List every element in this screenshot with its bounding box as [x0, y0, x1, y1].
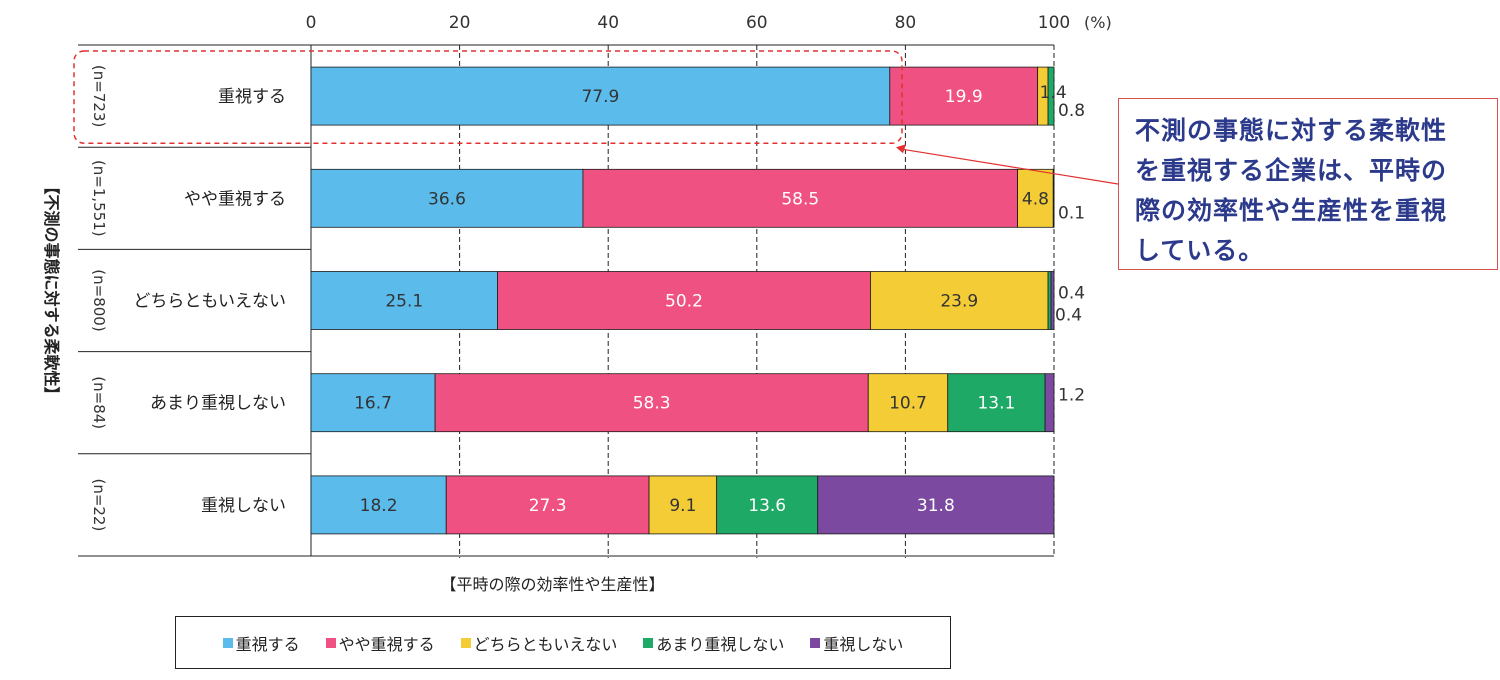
- callout-connector: [901, 148, 1119, 185]
- data-label: 27.3: [529, 496, 567, 516]
- legend-swatch: [810, 637, 821, 648]
- callout-line: 際の効率性や生産性を重視: [1135, 196, 1448, 225]
- bar-segment: [1052, 168, 1055, 228]
- x-tick-label: 60: [746, 13, 768, 33]
- data-label: 0.1: [1058, 203, 1085, 223]
- bar-segment: [310, 373, 436, 433]
- bar-segment: [445, 475, 650, 535]
- bar-segment: [1050, 271, 1055, 330]
- chart-legend: 重視する やや重視する どちらともいえない あまり重視しない 重視しない: [175, 616, 951, 669]
- bar-segment: [310, 475, 447, 535]
- sample-size-label: (n=800): [90, 269, 108, 331]
- bar-segment: [497, 271, 871, 330]
- highlight-box: [73, 50, 903, 144]
- data-label: 19.9: [945, 87, 983, 107]
- legend-label: 重視しない: [823, 634, 904, 654]
- data-label: 0.4: [1058, 284, 1085, 304]
- x-axis-title: 【平時の際の効率性や生産性】: [440, 575, 664, 594]
- callout-box: 不測の事態に対する柔軟性 を重視する企業は、平時の 際の効率性や生産性を重視 し…: [1118, 98, 1498, 270]
- category-label: やや重視する: [184, 189, 286, 209]
- bar-segment: [716, 475, 819, 535]
- legend-label: 重視する: [235, 634, 300, 654]
- bar-segment: [1047, 66, 1055, 126]
- data-label: 16.7: [354, 394, 392, 414]
- bar-segment: [310, 66, 891, 126]
- sample-size-label: (n=723): [90, 65, 108, 127]
- legend-swatch: [325, 637, 336, 648]
- legend-swatch: [222, 637, 233, 648]
- data-label: 23.9: [940, 292, 978, 312]
- legend-swatch: [460, 637, 471, 648]
- callout-line: 不測の事態に対する柔軟性: [1135, 116, 1448, 145]
- connector-arrowhead: [896, 144, 906, 154]
- x-tick-label: 20: [449, 13, 471, 33]
- x-tick-label: 40: [597, 13, 619, 33]
- bar-segment: [1044, 373, 1055, 433]
- legend-item-juushi-shinai: 重視しない: [810, 631, 903, 655]
- legend-label: やや重視する: [338, 634, 435, 654]
- bar-segment: [582, 168, 1018, 228]
- bar-segment: [867, 373, 949, 433]
- data-label: 25.1: [385, 292, 423, 312]
- data-label: 0.4: [1055, 306, 1082, 326]
- data-label: 58.3: [633, 394, 671, 414]
- bar-segment: [310, 168, 584, 228]
- data-label: 1.2: [1058, 386, 1085, 406]
- bar-segment: [1017, 168, 1054, 228]
- data-label: 1.4: [1040, 83, 1067, 103]
- x-tick-label: 80: [895, 13, 917, 33]
- category-label: どちらともいえない: [133, 292, 286, 312]
- x-axis-unit: (%): [1084, 13, 1112, 32]
- data-label: 31.8: [917, 496, 955, 516]
- category-label: 重視する: [218, 87, 286, 107]
- category-label: 重視しない: [201, 496, 286, 516]
- callout-line: している。: [1135, 236, 1265, 265]
- legend-label: あまり重視しない: [656, 634, 785, 654]
- legend-item-juushi: 重視する: [222, 631, 300, 655]
- data-label: 58.5: [781, 189, 819, 209]
- sample-size-label: (n=1,551): [90, 160, 108, 237]
- bar-segment: [817, 475, 1055, 535]
- data-label: 9.1: [669, 496, 696, 516]
- data-label: 13.1: [977, 394, 1015, 414]
- data-label: 18.2: [360, 496, 398, 516]
- y-axis-title: 【不測の事態に対する柔軟性】: [42, 178, 61, 402]
- data-label: 10.7: [889, 394, 927, 414]
- sample-size-label: (n=22): [90, 478, 108, 531]
- sample-size-label: (n=84): [90, 376, 108, 429]
- data-label: 77.9: [581, 87, 619, 107]
- bar-segment: [947, 373, 1046, 433]
- data-label: 13.6: [748, 496, 786, 516]
- bar-segment: [870, 271, 1049, 330]
- data-label: 36.6: [428, 189, 466, 209]
- bar-segment: [648, 475, 718, 535]
- x-tick-label: 0: [306, 13, 317, 33]
- legend-label: どちらともいえない: [473, 634, 618, 654]
- data-label: 4.8: [1022, 189, 1049, 209]
- bar-segment: [1047, 271, 1052, 330]
- data-label: 50.2: [665, 292, 703, 312]
- category-label: あまり重視しない: [150, 394, 286, 414]
- x-tick-label: 100: [1038, 13, 1070, 33]
- legend-item-yaya-juushi: やや重視する: [325, 631, 435, 655]
- bar-segment: [310, 271, 498, 330]
- legend-item-amari: あまり重視しない: [643, 631, 784, 655]
- callout-line: を重視する企業は、平時の: [1135, 156, 1448, 185]
- legend-swatch: [643, 637, 654, 648]
- bar-segment: [434, 373, 869, 433]
- data-label: 0.8: [1058, 101, 1085, 121]
- legend-item-dochiratomo: どちらともいえない: [460, 631, 618, 655]
- bar-segment: [889, 66, 1039, 126]
